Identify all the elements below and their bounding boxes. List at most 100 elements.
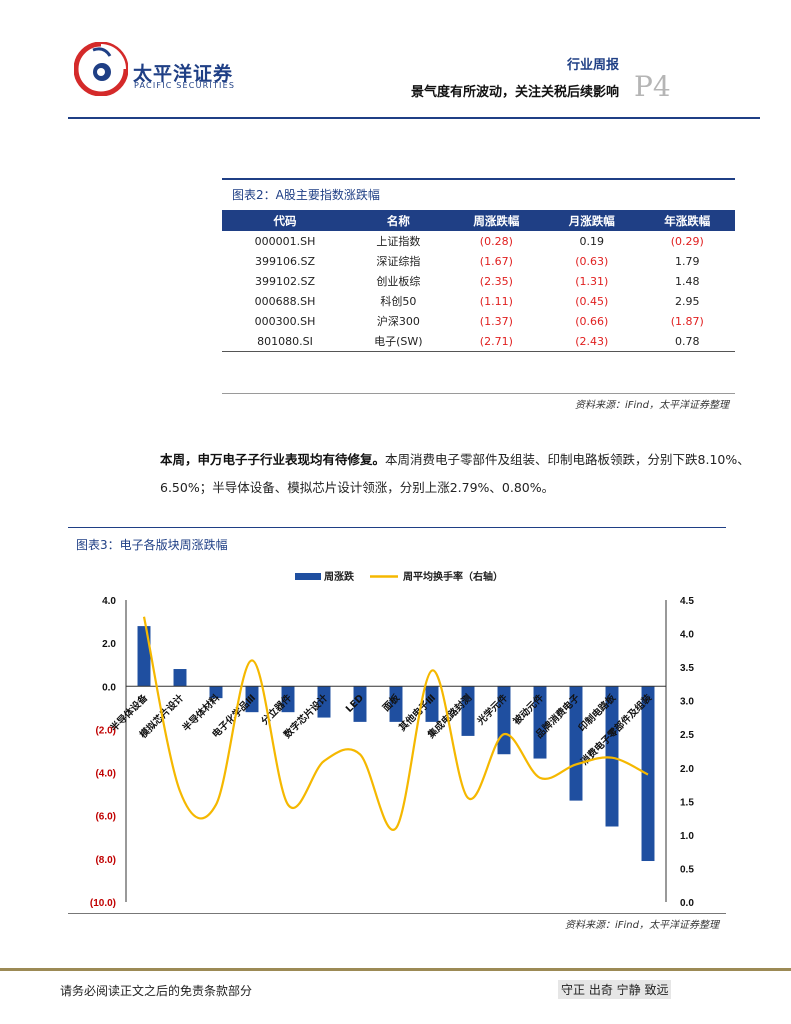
column-header: 名称 <box>348 210 449 231</box>
table-cell-month: (2.43) <box>544 331 640 352</box>
table-figure-bottom-rule <box>222 393 735 394</box>
y-left-tick-label: (10.0) <box>90 898 116 909</box>
y-right-tick-label: 3.0 <box>680 697 694 708</box>
paragraph-body: 本周消费电子零部件及组装、印制电路板领跌，分别下跌8.10%、6.50%；半导体… <box>160 452 750 495</box>
y-right-tick-label: 0.5 <box>680 864 694 875</box>
bar-weekly-change <box>281 686 295 713</box>
brand-name-cn: 太平洋证券 <box>133 63 234 85</box>
bar-weekly-change <box>389 686 403 722</box>
table-cell-year: 0.78 <box>639 331 735 352</box>
table-cell-code: 000001.SH <box>254 234 316 248</box>
body-paragraph: 本周，申万电子子行业表现均有待修复。本周消费电子零部件及组装、印制电路板领跌，分… <box>160 446 750 502</box>
footer-motto: 守正 出奇 宁静 致远 <box>558 980 672 999</box>
footer-disclaimer: 请务必阅读正文之后的免责条款部分 <box>60 984 253 998</box>
bar-weekly-change <box>533 686 547 759</box>
chart-figure-top-rule <box>68 527 726 528</box>
bar-weekly-change <box>173 669 187 687</box>
table-row: 801080.SI 电子(SW) (2.71) (2.43) 0.78 <box>222 331 735 352</box>
bar-weekly-change <box>425 686 439 722</box>
column-header: 周涨跌幅 <box>448 210 545 231</box>
table-cell-year: 1.48 <box>675 274 700 288</box>
header-divider <box>68 117 760 119</box>
table-row: 399106.SZ 深证综指 (1.67) (0.63) 1.79 <box>222 251 735 271</box>
table-header-row: 代码 名称 周涨跌幅 月涨跌幅 年涨跌幅 <box>222 210 735 231</box>
index-performance-table: 代码 名称 周涨跌幅 月涨跌幅 年涨跌幅 000001.SH 上证指数 (0.28)… <box>222 210 735 352</box>
table-cell-name: 上证指数 <box>376 235 421 248</box>
table-row: 399102.SZ 创业板综 (2.35) (1.31) 1.48 <box>222 271 735 291</box>
y-left-tick-label: 2.0 <box>102 639 116 650</box>
table-cell-year: (0.29) <box>670 234 704 248</box>
y-left-tick-label: 0.0 <box>102 682 116 693</box>
y-left-tick-label: (4.0) <box>95 769 116 780</box>
y-left-tick-label: (2.0) <box>95 725 116 736</box>
sector-performance-chart: 周涨跌 周平均换手率（右轴） 4.0 2.0 0.0 (2.0) (4.0) (6.0) (8.… <box>90 570 694 909</box>
table-cell-week: (1.37) <box>479 314 513 328</box>
legend-label-turnover: 周平均换手率（右轴） <box>403 570 503 583</box>
y-left-tick-label: (8.0) <box>95 855 116 866</box>
y-right-tick-label: 4.5 <box>680 596 694 607</box>
table-cell-month: 0.19 <box>579 234 605 248</box>
table-cell-code: 801080.SI <box>222 331 349 352</box>
table-cell-code: 000688.SH <box>254 294 316 308</box>
table-cell-month: (1.31) <box>575 274 609 288</box>
legend-label-weekly-change: 周涨跌 <box>324 570 355 583</box>
table-source-note: 资料来源：iFind，太平洋证券整理 <box>575 400 729 411</box>
table-row: 000688.SH 科创50 (1.11) (0.45) 2.95 <box>222 291 735 311</box>
bar-weekly-change <box>605 686 619 827</box>
table-cell-month: (0.63) <box>575 254 609 268</box>
table-cell-code: 399102.SZ <box>255 274 316 288</box>
column-header: 年涨跌幅 <box>639 210 735 231</box>
chart-figure-bottom-rule <box>68 913 726 914</box>
table-cell-week: (2.71) <box>448 331 545 352</box>
y-right-tick-label: 1.5 <box>680 797 694 808</box>
table-cell-name: 创业板综 <box>376 275 421 288</box>
table-cell-year: 2.95 <box>675 294 700 308</box>
table-cell-week: (2.35) <box>479 274 513 288</box>
bar-weekly-change <box>317 686 331 718</box>
bar-weekly-change <box>353 686 367 722</box>
y-left-tick-label: 4.0 <box>102 596 116 607</box>
table-figure-top-rule <box>222 178 735 180</box>
page-number: P4 <box>634 70 671 103</box>
line-turnover-rate <box>142 616 649 831</box>
y-right-tick-label: 2.0 <box>680 764 694 775</box>
paragraph-lead: 本周，申万电子子行业表现均有待修复。 <box>160 452 386 467</box>
table-cell-month: (0.45) <box>575 294 609 308</box>
table-figure-title: 图表2：A股主要指数涨跌幅 <box>232 188 380 202</box>
column-header: 代码 <box>222 210 349 231</box>
footer-divider <box>0 968 791 971</box>
table-cell-month: (0.66) <box>575 314 609 328</box>
table-cell-year: 1.79 <box>675 254 700 268</box>
table-row: 000001.SH 上证指数 (0.28) 0.19 (0.29) <box>222 231 735 251</box>
column-header: 月涨跌幅 <box>544 210 640 231</box>
table-cell-year: (1.87) <box>670 314 704 328</box>
table-cell-code: 399106.SZ <box>255 254 316 268</box>
table-cell-week: (1.67) <box>479 254 513 268</box>
table-cell-week: (1.11) <box>479 294 513 308</box>
chart-source-note: 资料来源：iFind，太平洋证券整理 <box>565 920 719 931</box>
bar-weekly-change <box>137 626 151 687</box>
y-right-tick-label: 3.5 <box>680 663 694 674</box>
y-right-tick-label: 1.0 <box>680 831 694 842</box>
y-left-tick-label: (6.0) <box>95 812 116 823</box>
legend-swatch-weekly-change <box>295 573 321 580</box>
bar-weekly-change <box>461 686 475 736</box>
table-cell-name: 沪深300 <box>376 315 420 328</box>
bar-weekly-change <box>569 686 583 801</box>
table-cell-name: 科创50 <box>380 295 417 308</box>
report-headline: 景气度有所波动，关注关税后续影响 <box>410 85 619 100</box>
y-right-tick-label: 0.0 <box>680 898 694 909</box>
brand-name-en: PACIFIC SECURITIES <box>134 81 236 90</box>
report-type: 行业周报 <box>566 58 619 73</box>
bar-weekly-change <box>209 686 223 699</box>
bar-weekly-change <box>245 686 259 713</box>
y-right-tick-label: 4.0 <box>680 630 694 641</box>
y-right-tick-label: 2.5 <box>680 730 694 741</box>
table-cell-name: 深证综指 <box>376 255 421 268</box>
table-cell-code: 000300.SH <box>254 314 316 328</box>
company-logo <box>74 42 128 96</box>
table-cell-week: (0.28) <box>479 234 513 248</box>
chart-figure-title: 图表3：电子各版块周涨跌幅 <box>76 538 228 552</box>
table-row: 000300.SH 沪深300 (1.37) (0.66) (1.87) <box>222 311 735 331</box>
table-cell-name: 电子(SW) <box>348 331 449 352</box>
